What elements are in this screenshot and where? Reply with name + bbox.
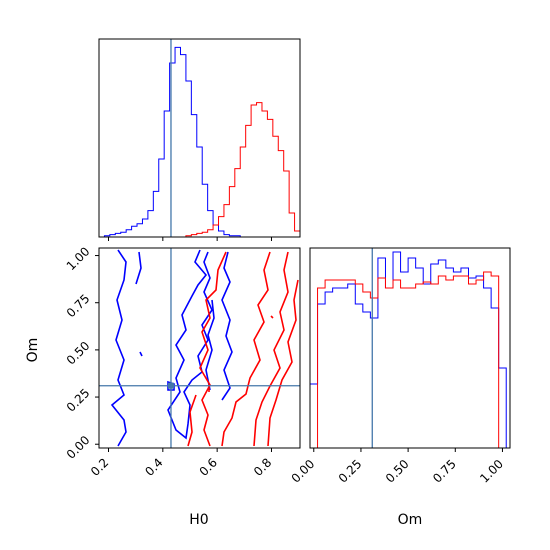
red-contour-outer-left [187, 394, 197, 447]
om-hist-series-2 [310, 271, 507, 449]
red-contour-speck-2 [270, 315, 274, 319]
h0-x-tick-label: 0.6 [197, 455, 220, 478]
om-y-tick-label: 0.50 [64, 339, 93, 368]
om-axis-label: Om [398, 512, 423, 528]
om-hist-x-ticks: 0.00 0.25 0.50 0.75 1.00 [289, 448, 506, 486]
h0-hist-series-2 [99, 102, 301, 238]
om-hist-series-group [309, 251, 507, 449]
h0-om-x-ticks: 0.2 0.4 0.6 0.8 [88, 448, 274, 479]
blue-contour-outer-right [221, 251, 233, 401]
red-contour-inner [253, 251, 289, 447]
h0-hist-frame [98, 38, 301, 238]
red-contour-mid-left [199, 251, 227, 447]
contour-group [110, 249, 299, 447]
h0-hist-series-1 [99, 46, 300, 238]
om-y-axis-label: Om [25, 338, 41, 363]
om-hist-series-1 [309, 251, 507, 448]
h0-x-tick-label: 0.2 [88, 455, 111, 478]
om-hist-frame [309, 247, 511, 449]
blue-contour-outer [110, 249, 127, 447]
h0-hist-ticks [108, 237, 272, 241]
h0-hist-series-group [99, 46, 301, 238]
h0-hist-panel [98, 38, 301, 241]
h0-om-2d-panel: 0.2 0.4 0.6 0.8 0.00 0.25 0.50 0.75 1.00 [64, 244, 301, 479]
blue-contour-outer-top [135, 251, 142, 285]
om-x-tick-label: 0.50 [383, 457, 412, 486]
h0-om-frame [98, 247, 301, 449]
om-y-tick-label: 1.00 [64, 244, 93, 273]
om-y-tick-label: 0.25 [64, 386, 93, 415]
om-x-tick-label: 0.25 [336, 457, 365, 486]
om-hist-panel: 0.00 0.25 0.50 0.75 1.00 [289, 247, 511, 486]
blue-contour-speck [139, 351, 143, 357]
h0-axis-label: H0 [189, 512, 208, 528]
red-contour-outer [221, 251, 271, 447]
om-x-tick-label: 0.75 [430, 457, 459, 486]
om-x-tick-label: 0.00 [289, 457, 318, 486]
h0-x-tick-label: 0.4 [142, 455, 165, 478]
om-y-tick-label: 0.00 [64, 433, 93, 462]
om-y-tick-label: 0.75 [64, 291, 93, 320]
red-contour-right [267, 279, 299, 447]
blue-contour-inner [205, 299, 215, 391]
h0-x-tick-label: 0.8 [251, 455, 274, 478]
h0-om-y-ticks: 0.00 0.25 0.50 0.75 1.00 [64, 244, 99, 462]
om-x-tick-label: 1.00 [477, 457, 506, 486]
